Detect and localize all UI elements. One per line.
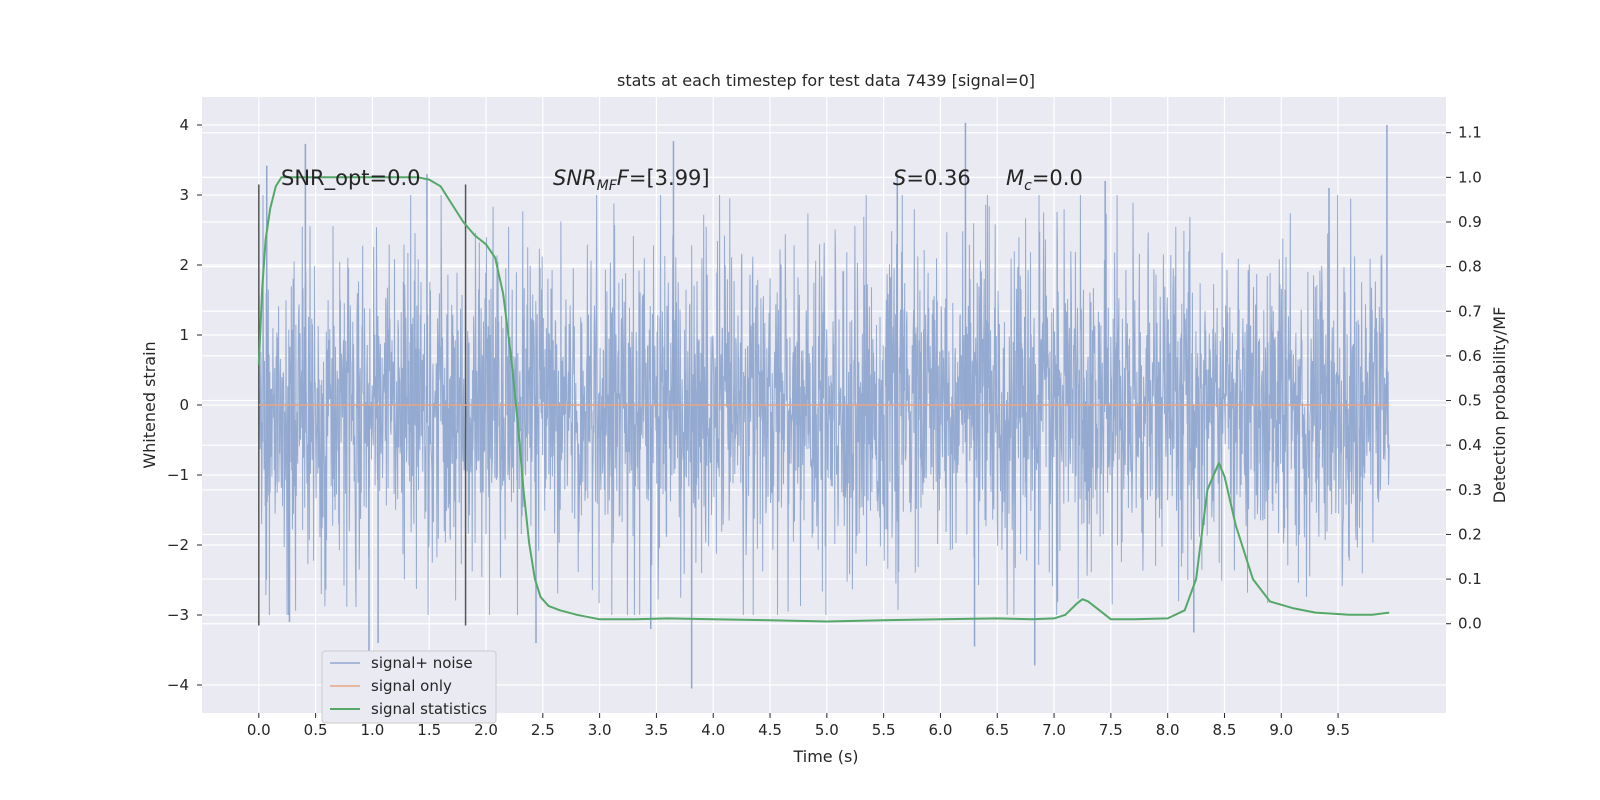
y2-tick-label: 0.6: [1458, 347, 1482, 365]
y-tick-label: −1: [167, 466, 189, 484]
x-tick-label: 3.5: [644, 721, 668, 739]
legend-box: [321, 650, 497, 724]
y2-tick-label: 0.5: [1458, 392, 1482, 410]
snr-mf-annotation: SNRMFF=[3.99]: [553, 166, 710, 194]
mc-value: =0.0: [1032, 166, 1083, 190]
x-tick-label: 5.0: [815, 721, 839, 739]
x-tick-label: 0.0: [247, 721, 271, 739]
y2-axis-ticks: 1.1 1.0 0.9 0.8 0.7 0.6 0.5 0.4 0.3 0.2 0.1 0.0: [1446, 124, 1482, 633]
mc-subscript: c: [1024, 178, 1032, 194]
x-tick-label: 7.0: [1042, 721, 1066, 739]
x-tick-label: 8.5: [1213, 721, 1237, 739]
snr-mf-f: F: [617, 166, 630, 190]
mc-label: M: [1006, 166, 1024, 190]
x-axis-ticks: 0.0 0.5 1.0 1.5 2.0 2.5 3.0 3.5 4.0 4.5 5.0 5.5 6.0 6…: [247, 713, 1350, 739]
y2-tick-label: 0.0: [1458, 615, 1482, 633]
signal-noise-line: [258, 194, 1390, 616]
y2-tick-label: 1.0: [1458, 168, 1482, 186]
y2-tick-label: 0.2: [1458, 525, 1482, 543]
x-axis-label: Time (s): [792, 747, 858, 766]
y2-tick-label: 0.3: [1458, 481, 1482, 499]
y-tick-label: 2: [179, 256, 189, 274]
x-tick-label: 1.0: [360, 721, 384, 739]
s-value: =0.36: [906, 166, 970, 190]
chart-title: stats at each timestep for test data 743…: [617, 71, 1035, 90]
y-tick-label: −4: [167, 676, 189, 694]
y-axis-ticks: 4 3 2 1 0 −1 −2 −3 −4: [167, 116, 202, 694]
snr-opt-annotation: SNR_opt=0.0: [281, 166, 421, 191]
x-tick-label: 6.0: [929, 721, 953, 739]
x-tick-label: 0.5: [304, 721, 328, 739]
y2-tick-label: 0.4: [1458, 436, 1482, 454]
y2-tick-label: 0.7: [1458, 302, 1482, 320]
legend: signal+ noise signal only signal statist…: [321, 650, 497, 724]
x-tick-label: 4.0: [701, 721, 725, 739]
y2-tick-label: 0.9: [1458, 213, 1482, 231]
x-tick-label: 2.5: [531, 721, 555, 739]
y2-tick-label: 0.8: [1458, 258, 1482, 276]
x-tick-label: 2.0: [474, 721, 498, 739]
mc-annotation: Mc=0.0: [1006, 166, 1083, 194]
x-tick-label: 9.5: [1326, 721, 1350, 739]
signal-noise-series: [258, 122, 1390, 689]
s-label: S: [893, 166, 906, 190]
y2-tick-label: 0.1: [1458, 570, 1482, 588]
x-tick-label: 1.5: [417, 721, 441, 739]
signal-statistics-line: [257, 176, 1390, 623]
legend-label-signal-statistics: signal statistics: [371, 700, 487, 718]
y2-tick-label: 1.1: [1458, 124, 1482, 142]
y-axis-label: Whitened strain: [140, 341, 159, 468]
signal-statistics-series: [257, 176, 1390, 623]
x-tick-label: 5.5: [872, 721, 896, 739]
x-tick-label: 4.5: [758, 721, 782, 739]
y-tick-label: −2: [167, 536, 189, 554]
x-tick-label: 8.0: [1156, 721, 1180, 739]
x-tick-label: 9.0: [1269, 721, 1293, 739]
x-tick-label: 3.0: [588, 721, 612, 739]
y2-axis-label: Detection probability/MF: [1490, 307, 1509, 504]
snr-mf-subscript: MF: [597, 178, 618, 194]
s-annotation: S=0.36: [893, 166, 971, 190]
y-tick-label: 1: [179, 326, 189, 344]
y-tick-label: 3: [179, 186, 189, 204]
y-tick-label: 4: [179, 116, 189, 134]
legend-label-signal-noise: signal+ noise: [371, 654, 473, 672]
x-tick-label: 7.5: [1099, 721, 1123, 739]
y-tick-label: 0: [179, 396, 189, 414]
x-tick-label: 6.5: [985, 721, 1009, 739]
legend-label-signal-only: signal only: [371, 677, 452, 695]
snr-mf-value: =[3.99]: [629, 166, 710, 190]
snr-mf-prefix: SNR: [553, 166, 597, 190]
y-tick-label: −3: [167, 606, 189, 624]
